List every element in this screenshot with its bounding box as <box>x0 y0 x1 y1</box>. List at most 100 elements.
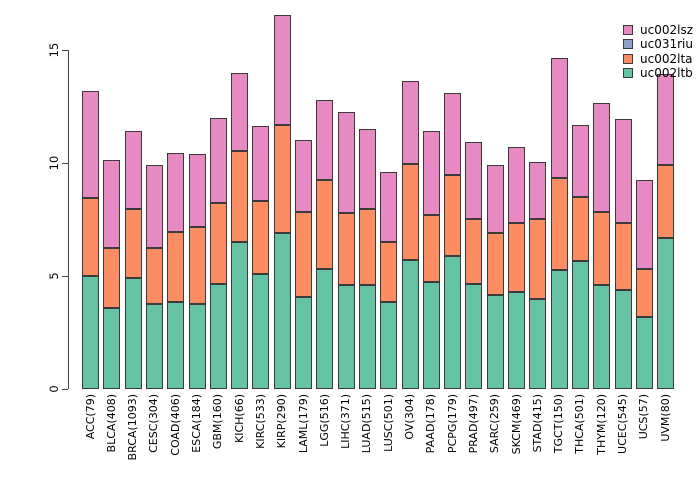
bar-segment-uc002ltb <box>380 301 398 389</box>
bar-segment-uc002ltb <box>145 304 163 389</box>
legend-swatch-uc031riu <box>623 39 633 50</box>
y-axis-tick <box>62 163 68 164</box>
bar-gbm <box>209 117 227 389</box>
bar-segment-uc002lta <box>167 231 185 302</box>
bar-segment-uc002lta <box>188 227 206 305</box>
bar-segment-uc002lsz <box>209 117 227 203</box>
x-axis-label-skcm: SKCM(469) <box>509 394 523 455</box>
bar-segment-uc002ltb <box>124 278 142 389</box>
x-axis-label-blca: BLCA(408) <box>104 394 118 453</box>
bar-segment-uc002lta <box>401 164 419 261</box>
x-axis-label-uvm: UVM(80) <box>658 394 672 442</box>
bar-segment-uc002lta <box>550 177 568 271</box>
bar-segment-uc002lta <box>295 211 312 298</box>
bar-cesc <box>145 165 163 389</box>
bar-segment-uc002lsz <box>550 57 568 178</box>
bar-segment-uc002ltb <box>358 285 376 389</box>
x-axis-label-thym: THYM(120) <box>594 394 608 455</box>
bar-segment-uc002ltb <box>252 273 270 389</box>
bar-segment-uc002ltb <box>316 269 334 389</box>
legend-label-uc002lsz: uc002lsz <box>640 23 693 37</box>
bar-segment-uc002ltb <box>167 301 185 389</box>
bar-segment-uc002ltb <box>295 297 312 389</box>
bar-segment-uc002lsz <box>188 153 206 228</box>
x-axis-label-esca: ESCA(184) <box>190 394 203 453</box>
bar-segment-uc002lsz <box>145 165 163 248</box>
bar-luad <box>358 129 376 389</box>
bar-lihc <box>337 112 355 389</box>
bar-segment-uc002ltb <box>422 281 440 389</box>
bar-segment-uc002lta <box>508 222 525 292</box>
x-axis-label-luad: LUAD(515) <box>360 394 374 454</box>
bar-segment-uc002ltb <box>209 283 227 389</box>
bar-segment-uc002ltb <box>188 304 206 389</box>
bar-lgg <box>316 99 334 389</box>
x-axis-label-laml: LAML(179) <box>296 394 310 454</box>
legend-label-uc002ltb: uc002ltb <box>640 66 693 81</box>
legend-item-uc002lta: uc002lta <box>623 52 693 66</box>
bar-segment-uc002lsz <box>401 80 419 165</box>
bar-segment-uc002lta <box>529 219 547 299</box>
bar-thym <box>593 103 611 389</box>
y-axis-line <box>68 50 69 389</box>
bar-ucs <box>635 179 653 389</box>
bar-segment-uc002lta <box>614 222 632 290</box>
x-axis-label-paad: PAAD(178) <box>424 394 438 454</box>
x-axis-label-coad: COAD(406) <box>168 394 182 456</box>
bar-segment-uc002lta <box>124 209 142 279</box>
bar-segment-uc002ltb <box>508 291 525 389</box>
y-axis-tick-label: 0 <box>47 385 61 393</box>
x-axis-label-lgg: LGG(516) <box>317 394 331 447</box>
x-axis-label-lusc: LUSC(501) <box>381 394 395 452</box>
bar-segment-uc002ltb <box>614 289 632 389</box>
x-axis-label-stad: STAD(415) <box>530 394 544 453</box>
bar-kich <box>231 72 249 389</box>
bar-esca <box>188 153 206 389</box>
bar-segment-uc002ltb <box>231 242 249 389</box>
x-axis-label-acc: ACC(79) <box>83 394 97 440</box>
bar-segment-uc002lsz <box>167 152 185 232</box>
bar-segment-uc002lsz <box>465 141 483 220</box>
bar-segment-uc002lsz <box>273 14 291 125</box>
bar-segment-uc002lta <box>635 269 653 317</box>
x-axis-label-thca: THCA(501) <box>573 394 587 454</box>
bar-segment-uc002lta <box>337 212 355 286</box>
x-axis-label-lihc: LIHC(371) <box>339 394 353 449</box>
bar-segment-uc002lta <box>103 247 121 308</box>
bar-segment-uc002lsz <box>295 140 312 212</box>
bar-kirc <box>252 125 270 389</box>
bar-segment-uc002lta <box>571 196 589 262</box>
bar-segment-uc002lsz <box>252 125 270 202</box>
bar-uvm <box>657 73 675 389</box>
bar-segment-uc002lta <box>380 242 398 302</box>
bar-laml <box>295 140 312 389</box>
legend-item-uc002lsz: uc002lsz <box>623 23 693 37</box>
legend-label-uc002lta: uc002lta <box>640 51 693 66</box>
bar-segment-uc002lsz <box>614 118 632 223</box>
bar-segment-uc002lta <box>252 201 270 274</box>
bar-prad <box>465 141 483 389</box>
bar-segment-uc002ltb <box>486 295 504 389</box>
bar-segment-uc002lta <box>231 150 249 243</box>
bar-stad <box>529 161 547 389</box>
bar-segment-uc002lta <box>209 202 227 284</box>
x-axis-label-prad: PRAD(497) <box>466 394 480 454</box>
bar-ov <box>401 80 419 389</box>
bar-segment-uc002lsz <box>635 179 653 270</box>
bar-segment-uc002ltb <box>657 237 675 389</box>
bar-segment-uc002lta <box>273 124 291 234</box>
bar-segment-uc002lta <box>465 219 483 284</box>
bar-ucec <box>614 118 632 389</box>
legend-swatch-uc002lsz <box>623 25 633 35</box>
bar-segment-uc002lta <box>316 179 334 270</box>
bar-tgct <box>550 57 568 389</box>
x-axis-label-ucec: UCEC(545) <box>616 394 629 454</box>
bar-segment-uc002lsz <box>593 103 611 212</box>
bar-segment-uc002lsz <box>444 92 462 176</box>
x-axis-label-sarc: SARC(259) <box>488 394 502 454</box>
bar-segment-uc002lsz <box>231 72 249 151</box>
legend-item-uc031riu: uc031riu <box>623 37 693 51</box>
bar-lusc <box>380 172 398 389</box>
bar-segment-uc002ltb <box>401 260 419 389</box>
